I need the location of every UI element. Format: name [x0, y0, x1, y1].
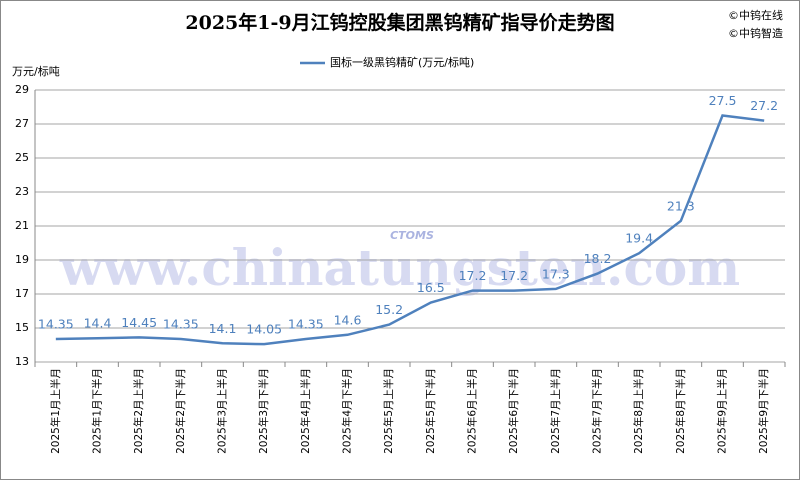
x-tick-label: 2025年8月上半月	[632, 368, 645, 454]
data-label: 14.1	[209, 321, 237, 336]
data-label: 27.2	[750, 98, 778, 113]
line-series	[55, 114, 765, 346]
watermark: www.chinatungsten.com	[59, 238, 740, 297]
data-label: 17.2	[500, 268, 528, 283]
x-tick-label: 2025年6月下半月	[507, 368, 520, 454]
x-tick-label: 2025年7月上半月	[549, 368, 562, 454]
data-label: 14.35	[288, 317, 324, 332]
copyright: ©中钨智造	[728, 26, 783, 40]
data-label: 17.2	[459, 268, 487, 283]
y-tick-label: 29	[15, 83, 29, 96]
data-label: 14.45	[121, 315, 157, 330]
y-tick-label: 13	[15, 355, 29, 368]
x-tick-label: 2025年6月上半月	[466, 368, 479, 454]
y-tick-label: 27	[15, 117, 29, 130]
x-tick-label: 2025年4月上半月	[299, 368, 312, 454]
x-tick-label: 2025年9月上半月	[716, 368, 729, 454]
x-tick-label: 2025年8月下半月	[674, 368, 687, 454]
x-tick-label: 2025年5月下半月	[424, 368, 437, 454]
y-tick-label: 17	[15, 287, 29, 300]
x-tick-label: 2025年3月下半月	[257, 368, 270, 454]
x-tick-label: 2025年4月下半月	[341, 368, 354, 454]
y-tick-label: 15	[15, 321, 29, 334]
data-label: 14.35	[163, 317, 199, 332]
data-label: 15.2	[375, 302, 403, 317]
x-tick-label: 2025年9月下半月	[757, 368, 770, 454]
y-axis-label: 万元/标吨	[12, 64, 60, 78]
data-label: 14.6	[334, 312, 362, 327]
y-tick-label: 19	[15, 253, 29, 266]
data-label: 21.3	[667, 198, 695, 213]
x-tick-label: 2025年7月下半月	[591, 368, 604, 454]
x-tick-label: 2025年3月上半月	[216, 368, 229, 454]
y-tick-label: 23	[15, 185, 29, 198]
legend-label: 国标一级黑钨精矿(万元/标吨)	[330, 55, 474, 69]
x-tick-label: 2025年2月下半月	[174, 368, 187, 454]
y-tick-label: 21	[15, 219, 29, 232]
data-label: 14.35	[38, 317, 74, 332]
data-label: 16.5	[417, 280, 445, 295]
y-tick-label: 25	[15, 151, 29, 164]
data-label: 19.4	[625, 231, 653, 246]
x-tick-label: 2025年1月下半月	[91, 368, 104, 454]
x-tick-label: 2025年1月上半月	[49, 368, 62, 454]
data-label: 18.2	[584, 251, 612, 266]
chart-title: 2025年1-9月江钨控股集团黑钨精矿指导价走势图	[185, 11, 614, 34]
x-tick-label: 2025年5月上半月	[382, 368, 395, 454]
copyright: ©中钨在线	[728, 8, 783, 22]
data-label: 14.4	[84, 316, 112, 331]
data-label: 14.05	[246, 322, 282, 337]
x-tick-label: 2025年2月上半月	[132, 368, 145, 454]
data-label: 17.3	[542, 266, 570, 281]
logo-text: CTOMS	[390, 229, 434, 242]
data-label: 27.5	[709, 93, 737, 108]
